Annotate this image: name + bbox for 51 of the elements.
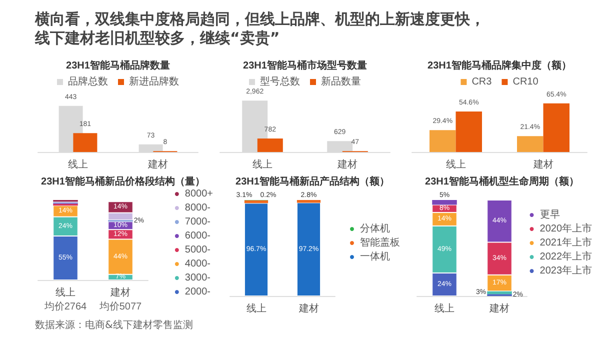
x-tick-label: 建材: [147, 158, 168, 170]
legend-label: 8000+: [184, 188, 214, 200]
legend-label: 智能盖板: [360, 236, 400, 248]
x-tick-label: 线上: [246, 302, 266, 314]
legend-label: 品牌总数: [68, 76, 108, 88]
x-tick-label: 线上: [56, 286, 76, 298]
source-note: 数据来源：电商&线下建材零售监测: [35, 318, 193, 332]
bar: [543, 103, 570, 152]
x-tick-label: 建材: [488, 302, 510, 314]
bar: [456, 111, 482, 152]
x-tick-label: 建材: [298, 302, 319, 314]
legend-label: 2000-: [184, 286, 210, 298]
legend-label: 2022年上市: [540, 250, 592, 262]
text: 均价5077: [98, 300, 142, 312]
x-tick-label: 建材: [110, 286, 130, 298]
legend-label: 新进品牌数: [129, 76, 179, 88]
x-tick-label: 线上: [252, 158, 272, 170]
x-tick-label: 线上: [434, 302, 454, 314]
x-tick-label: 建材: [336, 158, 358, 170]
legend-label: CR10: [512, 76, 539, 88]
bar: [517, 136, 544, 152]
legend-label: 型号总数: [260, 76, 300, 88]
chart-title: 23H1智能马桶品牌集中度（额）: [428, 60, 572, 72]
legend-label: 5000-: [184, 244, 210, 256]
legend-label: 新品数量: [321, 76, 361, 88]
legend-label: 7000-: [184, 216, 210, 228]
legend-label: CR3: [472, 76, 492, 88]
chart-title: 23H1智能马桶市场型号数量: [243, 60, 367, 72]
legend-label: 4000-: [184, 258, 210, 270]
bar: [257, 138, 283, 152]
legend-label: 8000-: [184, 202, 210, 214]
legend-label: 2020年上市: [540, 222, 592, 234]
legend-label: 2021年上市: [540, 236, 592, 248]
chart-title: 23H1智能马桶机型生命周期（额）: [425, 176, 579, 188]
x-tick-label: 建材: [532, 158, 554, 170]
legend-label: 2023年上市: [540, 264, 592, 276]
chart-title: 23H1智能马桶品牌数量: [66, 60, 170, 72]
legend-label: 6000-: [184, 230, 210, 242]
chart-title: 23H1智能马桶新品产品结构（额）: [236, 176, 390, 188]
bar: [432, 200, 457, 205]
legend-label: 一体机: [360, 250, 390, 262]
x-tick-label: 线上: [68, 158, 88, 170]
legend-label: 更早: [540, 210, 560, 220]
bar: [430, 130, 456, 152]
legend-label: 分体机: [360, 222, 390, 234]
chart-title: 23H1智能马桶新品价格段结构（量）: [41, 176, 205, 188]
text: 均价2764: [43, 300, 88, 312]
legend-label: 3000-: [184, 272, 210, 284]
text: 横向看，双线集中度格局趋同，但线上品牌、机型的上新速度更快，线下建材老旧机型较多，继续“卖贵”: [35, 10, 486, 48]
x-tick-label: 线上: [446, 158, 466, 170]
bar: [73, 133, 98, 152]
